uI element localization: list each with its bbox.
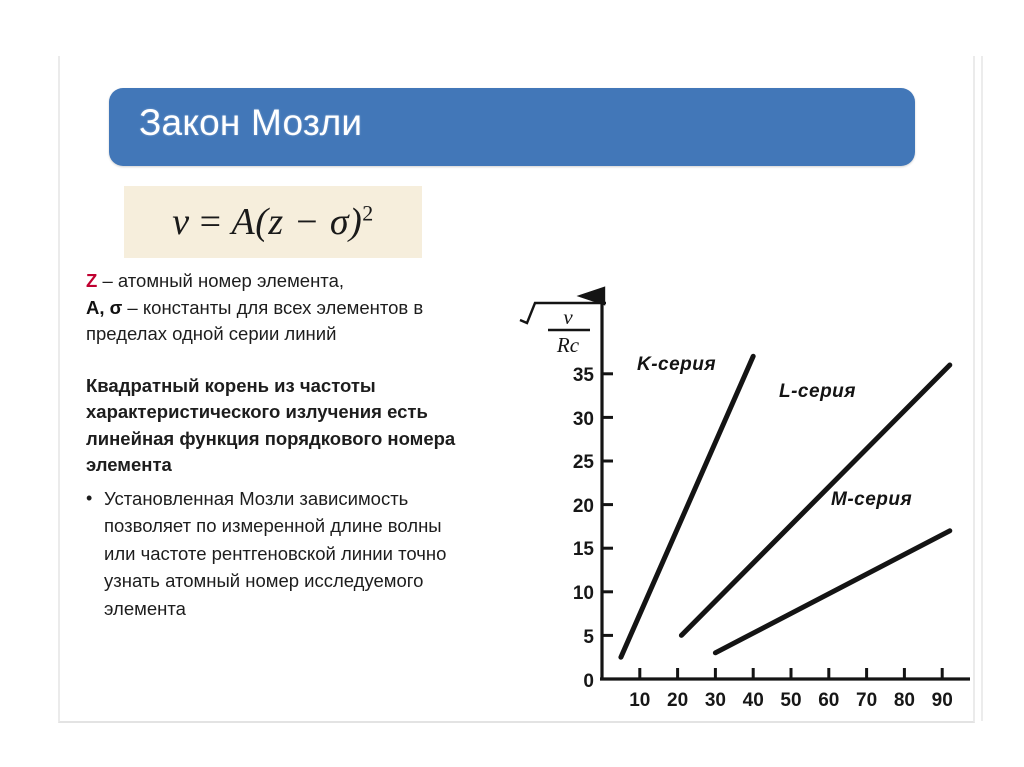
y-tick-5: 5 [583, 627, 594, 648]
y-tick-0: 0 [583, 671, 594, 692]
formula-lhs: ν [172, 201, 190, 243]
y-tick-15: 15 [573, 539, 595, 560]
variable-legend-paragraph: Z – атомный номер элемента, A, σ – конст… [86, 268, 468, 348]
y-tick-35: 35 [573, 365, 595, 386]
bullet-list-item: • Установленная Мозли зависимость позвол… [86, 485, 468, 623]
moseley-formula: ν = A(z − σ)2 [172, 200, 374, 244]
formula-box: ν = A(z − σ)2 [124, 186, 422, 258]
y-tick-20: 20 [573, 496, 594, 517]
formula-equals: = [199, 201, 222, 243]
y-axis-tick-labels: 0 5 10 15 20 25 30 35 [573, 365, 595, 692]
statement-paragraph: Квадратный корень из частоты характерист… [86, 374, 456, 476]
series-line-m [712, 528, 953, 656]
x-tick-50: 50 [780, 690, 801, 711]
y-tick-25: 25 [573, 452, 595, 473]
series-line-k [618, 353, 756, 660]
x-tick-20: 20 [667, 690, 688, 711]
variable-constants-description: – константы для всех элементов в предела… [86, 296, 424, 345]
title-banner: Закон Мозли [109, 88, 915, 166]
y-tick-30: 30 [573, 409, 594, 430]
variable-z-description: – атомный номер элемента, [97, 270, 345, 291]
page-title: Закон Мозли [139, 102, 363, 143]
y-axis-label: ν Rc [519, 301, 606, 357]
x-tick-80: 80 [894, 690, 915, 711]
x-tick-70: 70 [856, 690, 877, 711]
x-tick-60: 60 [818, 690, 839, 711]
y-axis-label-denominator: Rc [556, 333, 580, 357]
x-axis-tick-labels: 10 20 30 40 50 60 70 80 90 [629, 690, 953, 711]
x-tick-10: 10 [629, 690, 650, 711]
moseley-chart: 0 5 10 15 20 25 30 35 [460, 206, 970, 726]
left-text-column: Z – атомный номер элемента, A, σ – конст… [86, 268, 468, 622]
variable-constants: A, σ [86, 296, 123, 318]
series-line-l [678, 362, 953, 638]
slide-canvas: Закон Мозли ν = A(z − σ)2 Z – атомный но… [58, 56, 983, 726]
formula-rhs: A(z − σ) [231, 201, 363, 243]
x-tick-40: 40 [743, 690, 764, 711]
x-tick-30: 30 [705, 690, 726, 711]
series-label-m: M-серия [831, 489, 912, 510]
formula-exponent: 2 [362, 200, 374, 226]
y-tick-10: 10 [573, 583, 594, 604]
x-axis-ticks [638, 668, 944, 679]
series-label-l: L-серия [779, 381, 856, 402]
bullet-item-text: Установленная Мозли зависимость позволяе… [104, 487, 447, 619]
x-tick-90: 90 [932, 690, 953, 711]
y-axis-label-numerator: ν [563, 305, 573, 329]
bullet-marker: • [86, 487, 93, 508]
series-label-k: K-серия [637, 354, 716, 375]
y-axis-ticks [602, 372, 613, 681]
variable-z: Z [86, 270, 98, 291]
